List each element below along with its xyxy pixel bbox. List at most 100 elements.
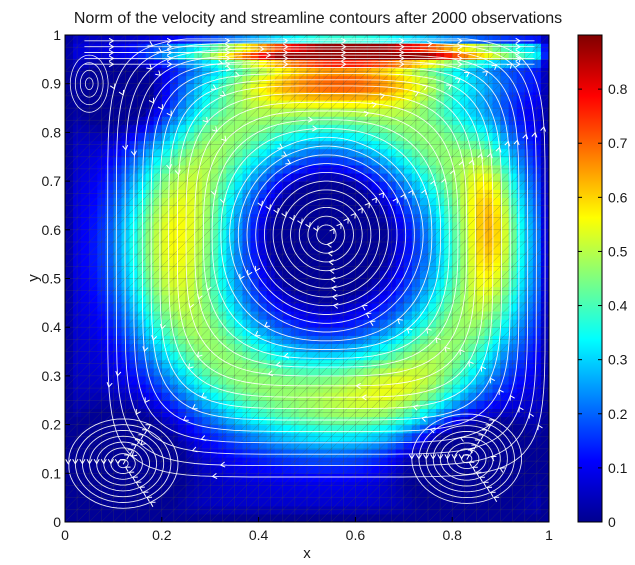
heat-cell (226, 359, 235, 369)
heat-cell (153, 448, 163, 458)
heat-cell (169, 497, 179, 507)
heat-cell (89, 181, 98, 190)
heat-cell (145, 286, 155, 296)
heat-cell (411, 513, 421, 522)
heat-cell (371, 302, 381, 312)
heat-cell (476, 400, 486, 409)
heat-cell (484, 246, 494, 255)
heat-cell (476, 229, 486, 239)
streamline-arrow (106, 382, 113, 388)
heat-cell (403, 400, 413, 409)
heat-cell (250, 197, 260, 207)
heat-cell (468, 497, 477, 507)
heat-cell (476, 164, 486, 174)
heat-cell (460, 99, 469, 109)
heat-cell (121, 43, 131, 52)
heat-cell (73, 156, 82, 166)
heat-cell (242, 497, 252, 507)
heat-cell (460, 132, 469, 142)
heat-cell (113, 91, 123, 101)
heat-cell (218, 286, 227, 296)
heat-cell (234, 351, 244, 361)
heat-cell (194, 140, 203, 150)
heat-cell (145, 59, 155, 69)
heat-cell (468, 221, 477, 231)
heat-cell (266, 262, 276, 271)
heat-cell (363, 278, 373, 288)
heat-cell (532, 400, 542, 409)
heat-cell (540, 91, 549, 101)
heat-cell (516, 327, 526, 336)
heat-cell (186, 91, 195, 101)
heat-cell (161, 205, 171, 215)
streamline-arrow (481, 429, 488, 435)
heat-cell (105, 448, 114, 458)
heat-cell (323, 424, 332, 434)
heat-cell (500, 172, 510, 182)
heat-cell (194, 481, 203, 491)
heat-cell (89, 327, 98, 336)
heat-cell (137, 278, 147, 288)
heat-cell (492, 327, 502, 336)
heat-cell (419, 59, 429, 69)
heat-cell (274, 132, 284, 142)
heat-cell (202, 408, 211, 418)
heat-cell (97, 351, 106, 361)
heat-cell (532, 505, 542, 515)
heat-cell (315, 237, 324, 247)
heat-cell (234, 59, 244, 69)
heat-cell (508, 140, 518, 150)
heat-cell (282, 473, 292, 483)
heat-cell (210, 59, 219, 69)
heat-cell (161, 513, 171, 522)
heat-cell (234, 43, 244, 52)
heat-cell (516, 359, 526, 369)
heat-cell (161, 448, 171, 458)
heat-cell (250, 246, 260, 255)
streamline-arrow (331, 294, 338, 301)
heat-cell (65, 270, 74, 280)
heat-cell (161, 67, 171, 77)
heat-cell (266, 189, 276, 198)
heat-cell (323, 140, 332, 150)
heat-cell (298, 254, 308, 263)
heat-cell (524, 148, 534, 158)
heat-cell (516, 108, 526, 117)
heat-cell (516, 246, 526, 255)
heat-cell (411, 302, 421, 312)
heat-cell (145, 359, 155, 369)
heat-cell (234, 424, 244, 434)
heat-cell (161, 132, 171, 142)
heat-cell (379, 408, 389, 418)
heat-cell (355, 327, 365, 336)
mesh-grid (65, 35, 549, 522)
heat-cell (121, 302, 131, 312)
streamline-arrow (364, 202, 370, 209)
heat-cell (419, 343, 429, 353)
heat-cell (428, 416, 437, 426)
streamline-arrow (200, 435, 207, 441)
heat-cell (307, 513, 316, 522)
heat-cell (411, 310, 421, 320)
heat-cell (89, 359, 98, 369)
heat-cell (339, 416, 348, 426)
heat-cell (476, 59, 486, 69)
heat-cell (524, 367, 534, 377)
heat-cell (419, 132, 429, 142)
heat-cell (73, 416, 82, 426)
heat-cell (258, 140, 268, 150)
heat-cell (137, 424, 147, 434)
heat-cell (476, 489, 486, 499)
heat-cell (290, 440, 300, 450)
heat-cell (403, 497, 413, 507)
heat-cell (210, 327, 219, 336)
heat-cell (428, 124, 437, 133)
heat-cell (105, 75, 114, 85)
heat-cell (379, 221, 389, 231)
heat-cell (242, 237, 252, 247)
heat-cell (202, 400, 211, 409)
heat-cell (468, 400, 477, 409)
heat-cell (428, 237, 437, 247)
heat-cell (532, 99, 542, 109)
y-tick-label: 0.1 (42, 465, 62, 481)
